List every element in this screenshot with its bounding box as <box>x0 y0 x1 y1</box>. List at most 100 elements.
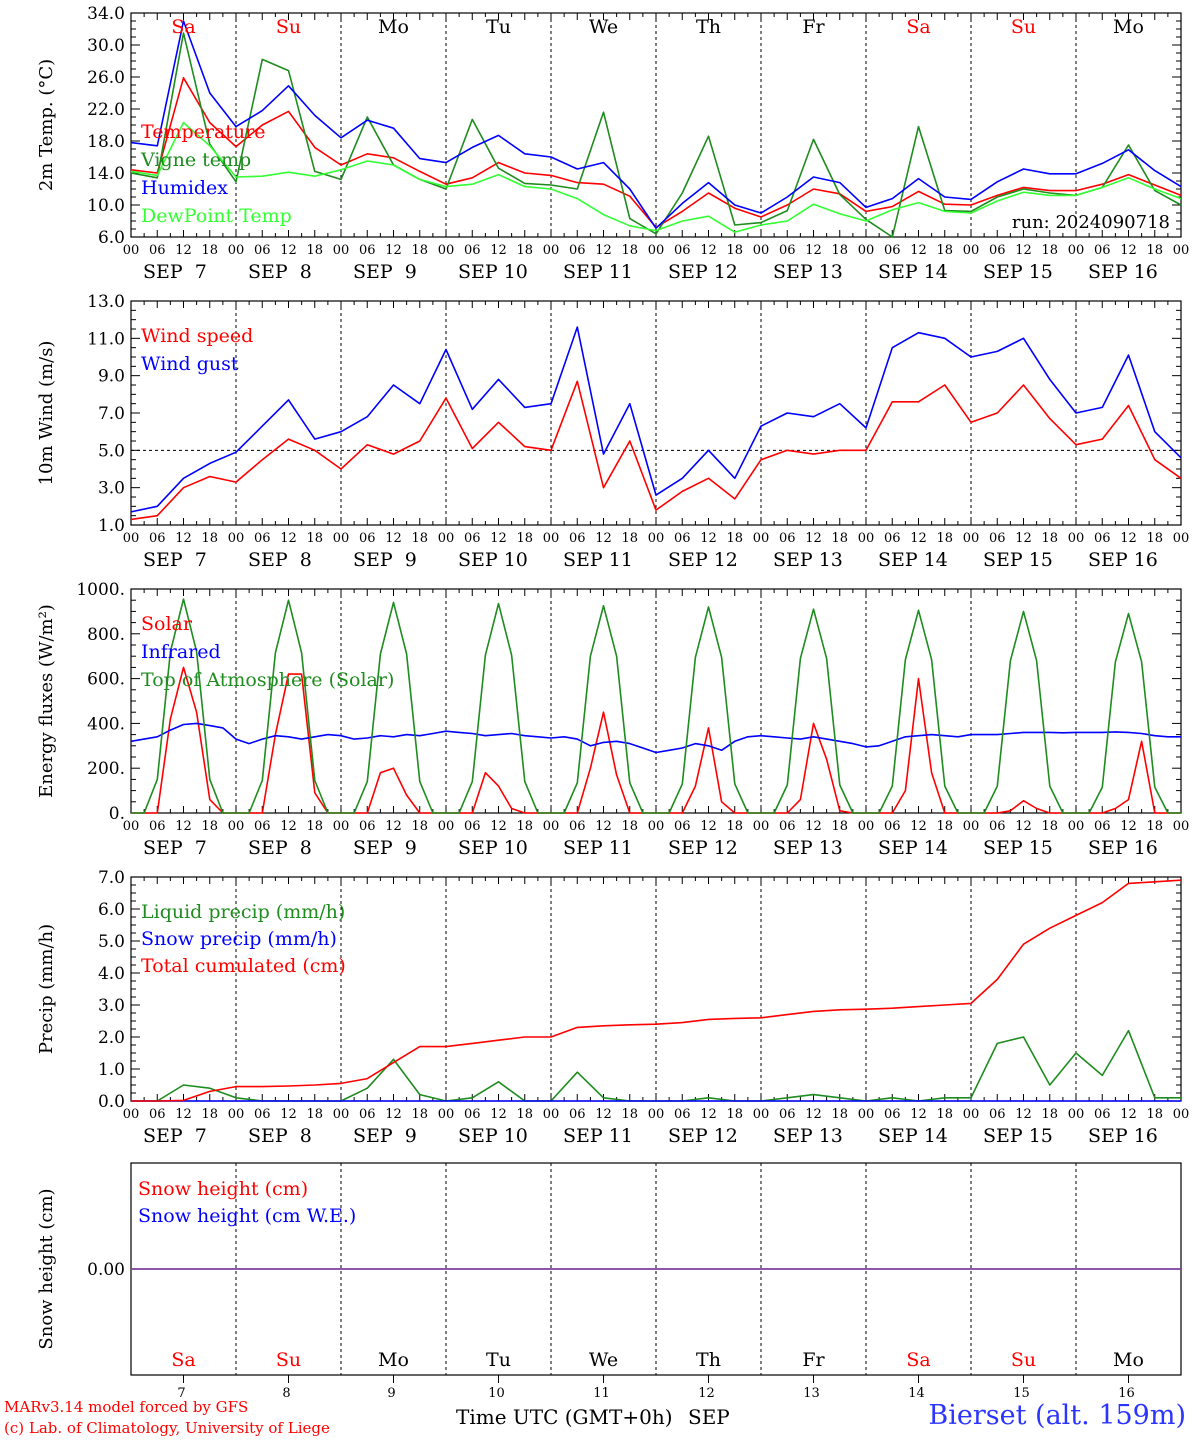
wind-ytick-label: 1.0 <box>98 516 125 536</box>
wind-hour-label: 12 <box>595 531 612 546</box>
temperature-day-name: Mo <box>378 16 409 38</box>
temperature-day-name: Su <box>1011 16 1036 38</box>
temperature-hour-label: 00 <box>1173 243 1190 258</box>
temperature-hour-label: 12 <box>595 243 612 258</box>
wind-ytick-label: 13.0 <box>87 292 125 312</box>
precip-hour-label: 06 <box>674 1107 691 1122</box>
precip-legend-1: Snow precip (mm/h) <box>141 928 337 950</box>
precip-hour-label: 06 <box>359 1107 376 1122</box>
temperature-hour-label: 18 <box>831 243 848 258</box>
precip-date-label: SEP 8 <box>248 1125 312 1147</box>
temperature-hour-label: 12 <box>280 243 297 258</box>
energy-ytick-label: 200. <box>87 759 125 779</box>
precip-hour-label: 18 <box>516 1107 533 1122</box>
precip-series-2 <box>131 879 1182 1102</box>
energy-hour-label: 06 <box>674 819 691 834</box>
precip-hour-label: 06 <box>1094 1107 1111 1122</box>
wind-hour-label: 06 <box>989 531 1006 546</box>
energy-y-axis-title: Energy fluxes (W/m²) <box>36 604 57 798</box>
precip-hour-label: 12 <box>385 1107 402 1122</box>
precip-hour-label: 00 <box>963 1107 980 1122</box>
temperature-hour-label: 06 <box>359 243 376 258</box>
temperature-series-3 <box>130 121 1182 233</box>
wind-hour-label: 12 <box>490 531 507 546</box>
energy-hour-label: 06 <box>1094 819 1111 834</box>
wind-hour-label: 12 <box>910 531 927 546</box>
precip-hour-label: 00 <box>123 1107 140 1122</box>
energy-legend-0: Solar <box>141 613 193 635</box>
precip-hour-label: 12 <box>595 1107 612 1122</box>
precip-hour-label: 06 <box>989 1107 1006 1122</box>
precip-legend-2: Total cumulated (cm) <box>141 955 346 977</box>
energy-hour-label: 18 <box>621 819 638 834</box>
snow-day-number: 12 <box>698 1386 715 1401</box>
temperature-day-name: Su <box>276 16 301 38</box>
precip-date-label: SEP 15 <box>983 1125 1053 1147</box>
temperature-ytick-label: 30.0 <box>87 36 125 56</box>
temperature-y-axis-title: 2m Temp. (°C) <box>36 59 57 191</box>
temperature-day-name: Fr <box>802 16 825 38</box>
energy-hour-label: 06 <box>254 819 271 834</box>
wind-hour-label: 18 <box>831 531 848 546</box>
wind-ytick-label: 7.0 <box>98 404 125 424</box>
wind-hour-label: 06 <box>464 531 481 546</box>
energy-hour-label: 06 <box>779 819 796 834</box>
temperature-date-label: SEP 13 <box>773 261 843 283</box>
temperature-date-label: SEP 7 <box>143 261 207 283</box>
temperature-hour-label: 06 <box>779 243 796 258</box>
temperature-hour-label: 12 <box>1120 243 1137 258</box>
temperature-hour-label: 12 <box>700 243 717 258</box>
snow-legend-0: Snow height (cm) <box>138 1178 308 1200</box>
energy-hour-label: 00 <box>1068 819 1085 834</box>
temperature-hour-label: 00 <box>123 243 140 258</box>
temperature-hour-label: 12 <box>490 243 507 258</box>
temperature-hour-label: 00 <box>543 243 560 258</box>
energy-date-label: SEP 13 <box>773 837 843 859</box>
precip-hour-label: 18 <box>411 1107 428 1122</box>
precip-hour-label: 00 <box>1173 1107 1190 1122</box>
temperature-hour-label: 00 <box>753 243 770 258</box>
snow-day-name: Th <box>696 1349 721 1371</box>
temperature-ytick-label: 18.0 <box>87 132 125 152</box>
temperature-ytick-label: 34.0 <box>87 4 125 24</box>
temperature-series-2 <box>130 20 1182 229</box>
wind-hour-label: 18 <box>1146 531 1163 546</box>
energy-date-label: SEP 10 <box>458 837 528 859</box>
wind-hour-label: 12 <box>280 531 297 546</box>
precip-hour-label: 18 <box>621 1107 638 1122</box>
precip-hour-label: 18 <box>306 1107 323 1122</box>
snow-day-name: Tu <box>486 1349 511 1371</box>
energy-date-label: SEP 8 <box>248 837 312 859</box>
temperature-hour-label: 18 <box>201 243 218 258</box>
energy-ytick-label: 600. <box>87 670 125 690</box>
wind-hour-label: 06 <box>1094 531 1111 546</box>
wind-date-label: SEP 9 <box>353 549 417 571</box>
temperature-date-label: SEP 10 <box>458 261 528 283</box>
energy-date-label: SEP 16 <box>1088 837 1158 859</box>
wind-hour-label: 18 <box>726 531 743 546</box>
temperature-hour-label: 12 <box>175 243 192 258</box>
precip-date-label: SEP 7 <box>143 1125 207 1147</box>
energy-hour-label: 18 <box>936 819 953 834</box>
snow-day-number: 10 <box>488 1386 505 1401</box>
wind-hour-label: 00 <box>1173 531 1190 546</box>
wind-hour-label: 18 <box>1041 531 1058 546</box>
temperature-date-label: SEP 14 <box>878 261 948 283</box>
precip-date-label: SEP 13 <box>773 1125 843 1147</box>
wind-series-1 <box>130 326 1182 513</box>
energy-date-label: SEP 11 <box>563 837 633 859</box>
precip-date-label: SEP 10 <box>458 1125 528 1147</box>
wind-hour-label: 12 <box>1120 531 1137 546</box>
wind-hour-label: 06 <box>149 531 166 546</box>
wind-hour-label: 00 <box>753 531 770 546</box>
wind-hour-label: 06 <box>884 531 901 546</box>
precip-hour-label: 18 <box>1146 1107 1163 1122</box>
lab-credit: (c) Lab. of Climatology, University of L… <box>4 1419 330 1437</box>
precip-ytick-label: 6.0 <box>98 900 125 920</box>
energy-hour-label: 12 <box>805 819 822 834</box>
temperature-hour-label: 00 <box>858 243 875 258</box>
precip-hour-label: 00 <box>648 1107 665 1122</box>
energy-hour-label: 12 <box>595 819 612 834</box>
snow-legend-1: Snow height (cm W.E.) <box>138 1205 356 1227</box>
precip-hour-label: 06 <box>569 1107 586 1122</box>
